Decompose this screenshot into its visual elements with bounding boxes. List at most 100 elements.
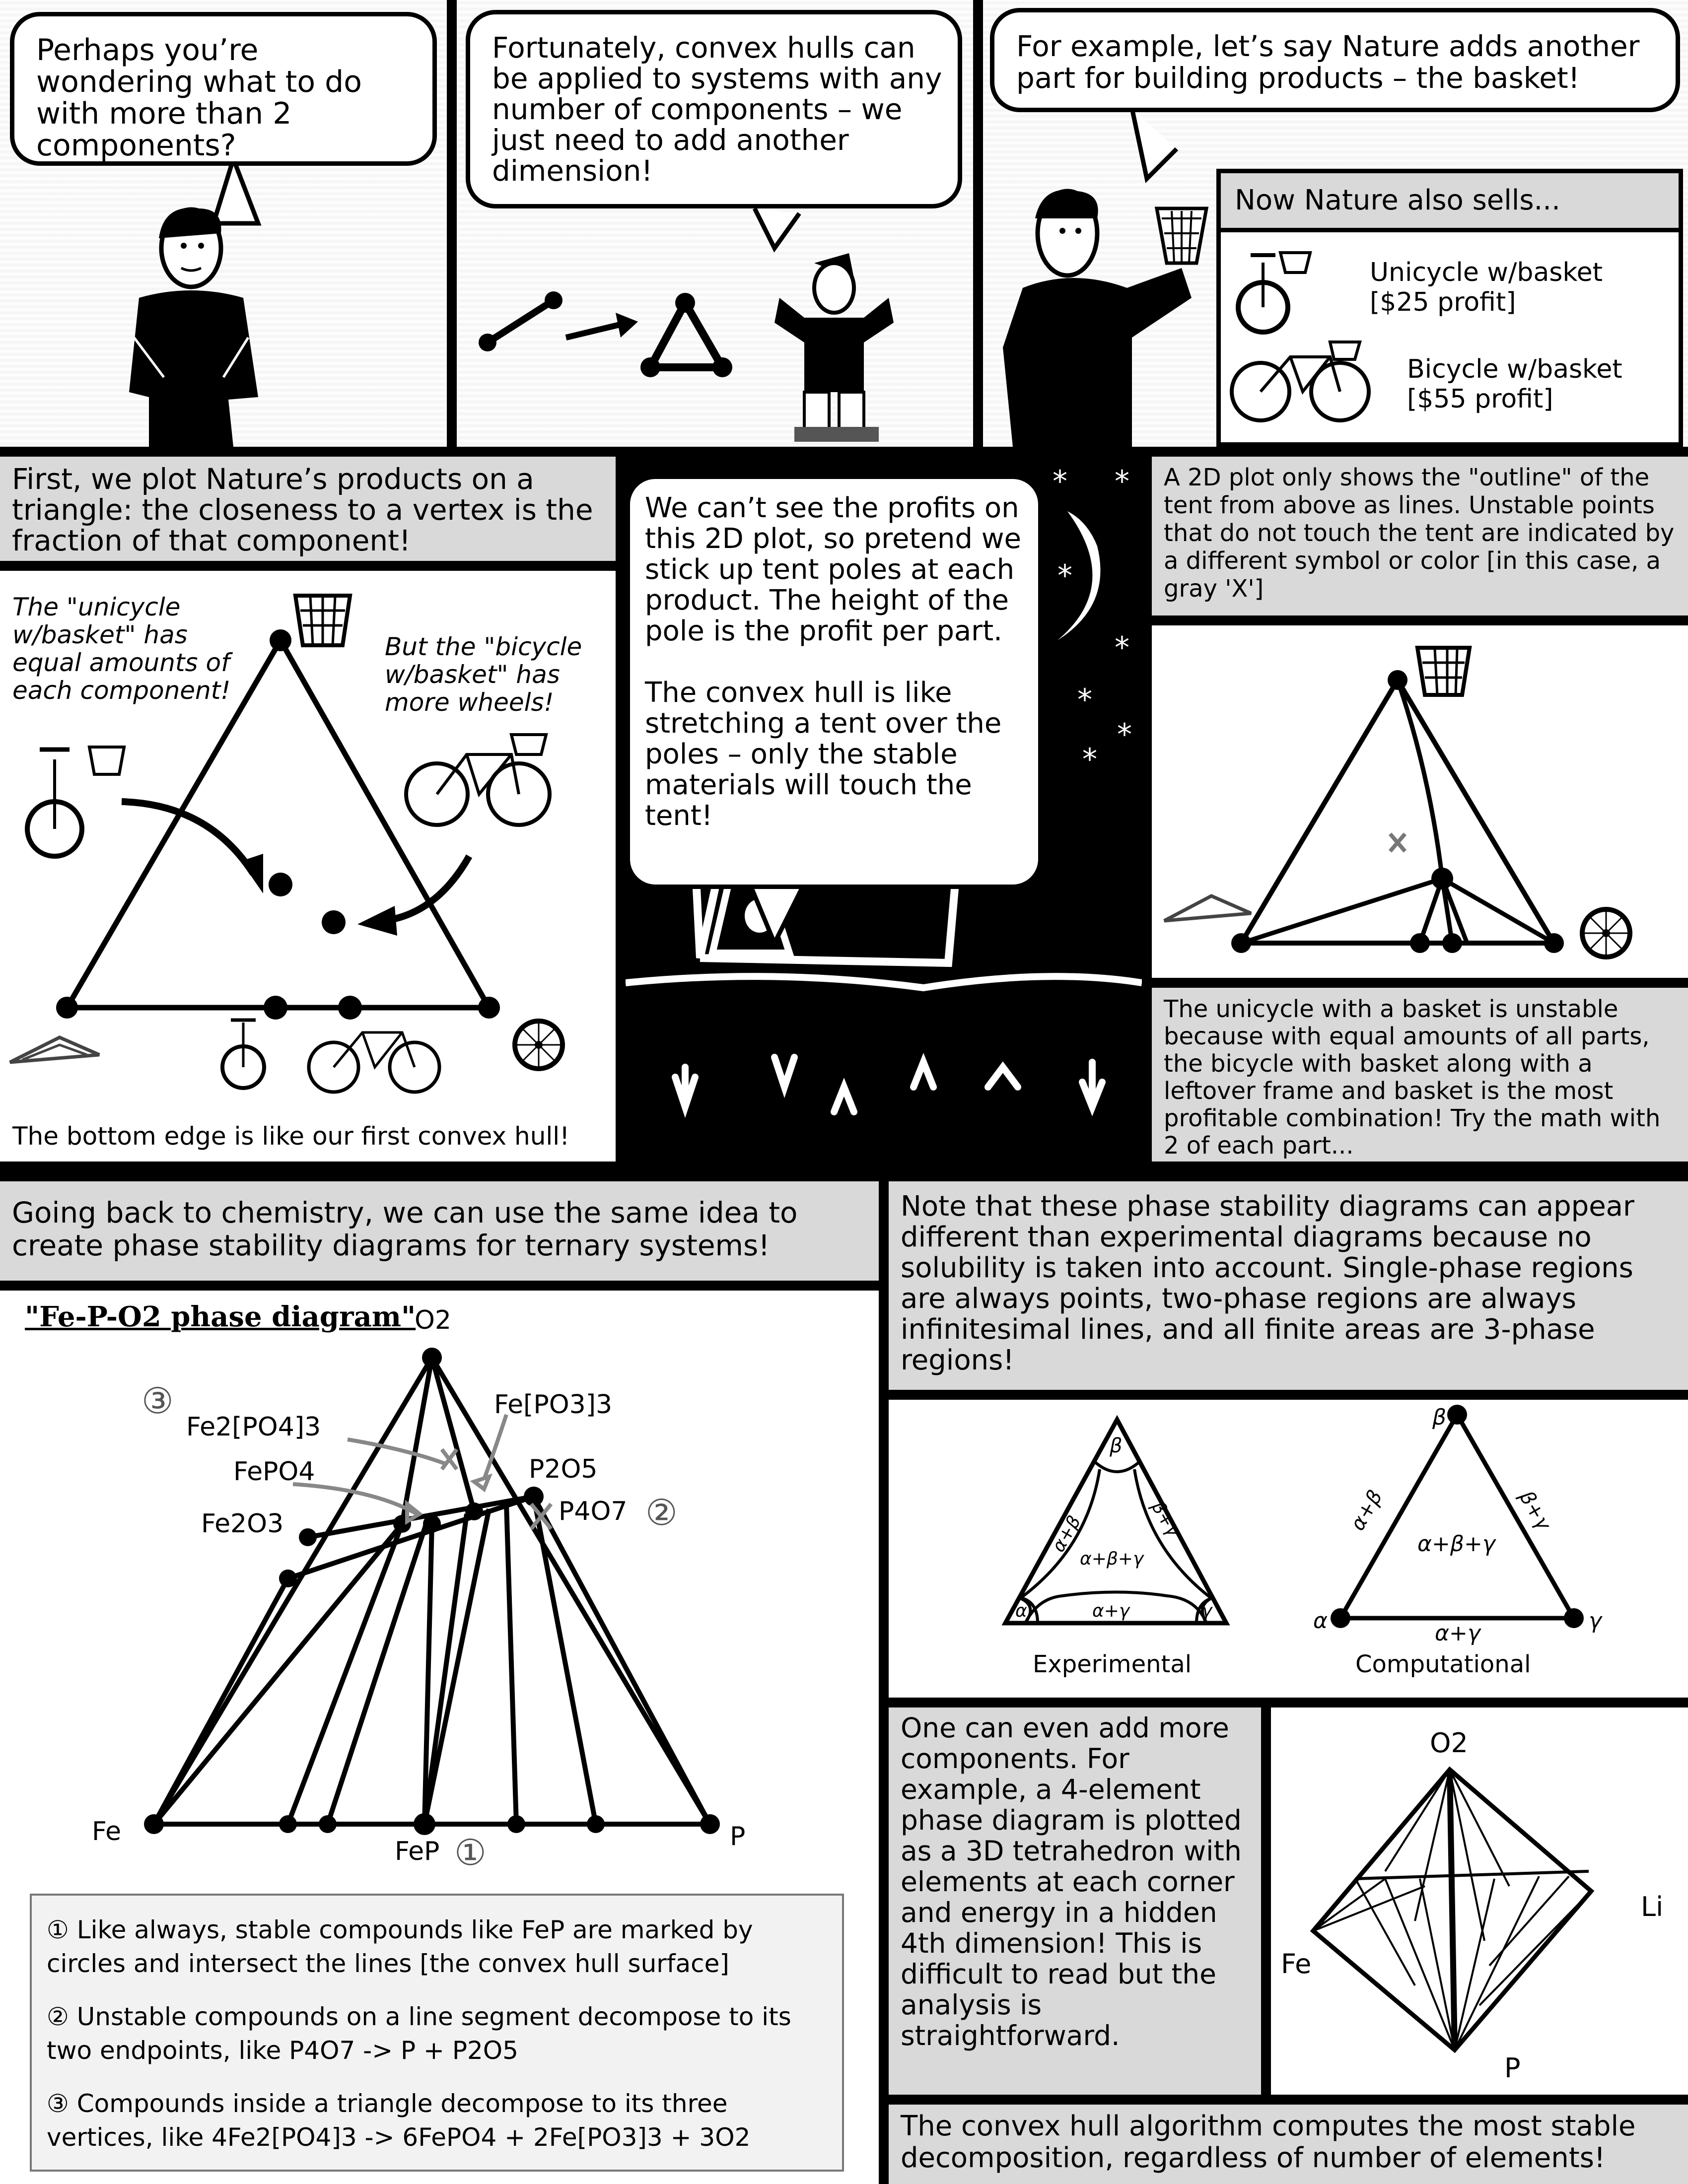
panel-basket: For example, let’s say Nature adds anoth… [983, 0, 1688, 447]
diagram-title: "Fe-P-O2 phase diagram" [25, 1300, 416, 1333]
exp-label-beta: β [1110, 1434, 1123, 1457]
tetra-label-p: P [1504, 2052, 1521, 2084]
marker-3: ③ [141, 1380, 174, 1422]
marker-1: ① [454, 1832, 487, 1873]
panel-outline-triangle [1152, 625, 1688, 978]
panel-tetrahedron: O2 Li Fe P [1271, 1707, 1688, 2095]
caption-text: The convex hull algorithm computes the m… [901, 2110, 1636, 2174]
bicycle-basket-icon [1230, 341, 1371, 422]
product-name-bicycle: Bicycle w/basket [1407, 354, 1622, 384]
panel-dimension: Fortunately, convex hulls can be applied… [457, 0, 973, 447]
comp-label-beta: β [1432, 1405, 1447, 1430]
exp-label-abg: α+β+γ [1080, 1549, 1144, 1569]
bicycle-icon [307, 1031, 441, 1094]
speech-bubble: For example, let’s say Nature adds anoth… [990, 8, 1680, 112]
panel-tent: * * * * * * * We can’t see the profits on thi… [626, 457, 1142, 1161]
compound-label-fepo33: Fe[PO3]3 [494, 1390, 613, 1420]
unicycle-basket-icon [1236, 251, 1312, 335]
bicycle-basket-icon [404, 733, 552, 827]
experimental-diagram [1001, 1415, 1230, 1626]
tetra-label-li: Li [1641, 1891, 1664, 1922]
svg-text:*: * [1057, 558, 1072, 593]
shop-products [1230, 251, 1371, 422]
unicycle-icon [220, 1018, 266, 1090]
svg-text:*: * [1082, 742, 1097, 777]
speech-bubble: Perhaps you’re wondering what to do with… [10, 12, 437, 166]
caption-text: First, we plot Nature’s products on a tr… [12, 462, 593, 557]
dimension-illustration [479, 207, 894, 442]
basket-icon [1415, 646, 1472, 697]
marker-2: ② [645, 1492, 678, 1533]
legend-item-2: ② Unstable compounds on a line segment d… [47, 2002, 791, 2065]
legend-item-1: ① Like always, stable compounds like FeP… [47, 1915, 753, 1978]
caption-box: First, we plot Nature’s products on a tr… [0, 457, 616, 561]
panel-fe-p-o2: "Fe-P-O2 phase diagram" [0, 1291, 879, 2184]
svg-text:*: * [1053, 464, 1067, 499]
panel-product-triangle: The "unicycle w/basket" has equal amount… [0, 571, 616, 1161]
caption-box: The unicycle with a basket is unstable b… [1152, 988, 1688, 1161]
compound-label-p2o5: P2O5 [529, 1454, 598, 1484]
vertex-label-fe: Fe [92, 1817, 122, 1846]
speech-text: Perhaps you’re wondering what to do with… [36, 33, 362, 163]
caption-text: One can even add more components. For ex… [901, 1712, 1242, 2051]
caption-box: Going back to chemistry, we can use the … [0, 1181, 879, 1281]
presenter-with-basket [1003, 108, 1209, 447]
legend-item-3: ③ Compounds inside a triangle decompose … [47, 2089, 751, 2152]
compound-label-fep: FeP [395, 1837, 440, 1866]
comp-label-ag: α+γ [1435, 1621, 1480, 1646]
note-unicycle: The "unicycle w/basket" has equal amount… [12, 593, 231, 705]
speech-bubble: Fortunately, convex hulls can be applied… [466, 10, 962, 208]
comp-label-alpha: α [1313, 1608, 1328, 1634]
tetrahedron-diagram [1310, 1766, 1595, 2053]
caption-bottom-edge: The bottom edge is like our first convex… [12, 1122, 570, 1151]
label-computational: Computational [1355, 1650, 1531, 1678]
svg-text:*: * [1117, 717, 1132, 752]
compound-label-fe2o3: Fe2O3 [201, 1509, 284, 1539]
exp-label-ag: α+γ [1092, 1601, 1130, 1621]
product-name-unicycle: Unicycle w/basket [1370, 258, 1603, 287]
product-triangle-diagram [9, 594, 565, 1094]
speech-bubble: We can’t see the profits on this 2D plot… [626, 475, 1043, 889]
svg-text:*: * [1115, 630, 1129, 665]
svg-text:*: * [1115, 464, 1129, 499]
speech-text: For example, let’s say Nature adds anoth… [1016, 29, 1640, 95]
shop-header-text: Now Nature also sells... [1235, 184, 1560, 216]
vertex-label-o2: O2 [415, 1305, 452, 1335]
tetra-label-fe: Fe [1281, 1948, 1312, 1979]
comp-label-abg: α+β+γ [1417, 1531, 1495, 1557]
speech-text: We can’t see the profits on this 2D plot… [645, 492, 1021, 832]
compound-label-p4o7: P4O7 [559, 1497, 628, 1526]
caption-box: The convex hull algorithm computes the m… [889, 2105, 1688, 2184]
panel-experimental-vs-computational: β α+β β+γ α+β+γ α α+γ γ Experimental β α… [889, 1400, 1688, 1698]
comp-label-gamma: γ [1589, 1608, 1602, 1634]
compound-label-fe2po43: Fe2[PO4]3 [186, 1412, 321, 1442]
shop-box: Now Nature also sells... Unicycle w/bask… [1216, 169, 1683, 447]
computational-diagram [1331, 1405, 1584, 1628]
wheel-icon [512, 1019, 565, 1071]
unicycle-basket-icon [25, 746, 126, 859]
frame-icon [9, 1035, 100, 1064]
caption-text: The unicycle with a basket is unstable b… [1164, 995, 1661, 1160]
tetra-label-o2: O2 [1430, 1727, 1468, 1759]
caption-box: A 2D plot only shows the "outline" of th… [1152, 457, 1688, 615]
frame-icon [1163, 894, 1252, 923]
note-bicycle: But the "bicycle w/basket" has more whee… [385, 632, 582, 717]
bubble-tail [747, 882, 807, 949]
fe-p-o2-phase-diagram [144, 1348, 720, 1835]
caption-text: A 2D plot only shows the "outline" of th… [1164, 464, 1675, 603]
caption-text: Note that these phase stability diagrams… [901, 1190, 1635, 1376]
caption-box: Note that these phase stability diagrams… [889, 1181, 1688, 1390]
legend-box: ① Like always, stable compounds like FeP… [30, 1894, 844, 2172]
exp-label-alpha: α [1015, 1601, 1027, 1621]
outline-triangle-diagram [1163, 646, 1632, 959]
caption-text: Going back to chemistry, we can use the … [12, 1196, 798, 1262]
panel-wondering: Perhaps you’re wondering what to do with… [0, 0, 447, 447]
product-profit-bicycle: [$55 profit] [1407, 384, 1553, 414]
narrator-figure [129, 152, 262, 447]
compound-label-fepo4: FePO4 [233, 1457, 315, 1487]
vertex-label-p: P [730, 1822, 746, 1851]
svg-text:*: * [1077, 682, 1092, 717]
caption-box: One can even add more components. For ex… [889, 1707, 1261, 2095]
exp-label-gamma: γ [1201, 1601, 1212, 1621]
